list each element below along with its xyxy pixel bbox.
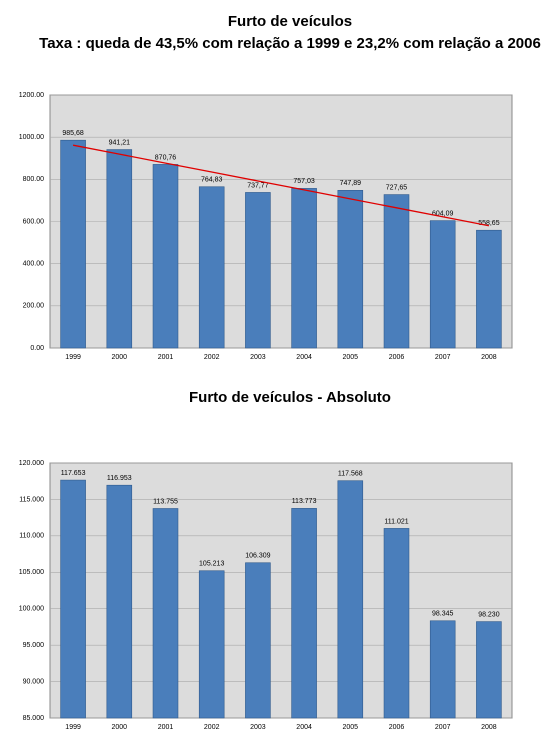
y-tick-label: 115.000 — [19, 496, 44, 503]
x-tick-label: 2000 — [112, 724, 128, 731]
x-tick-label: 2002 — [204, 354, 220, 361]
x-tick-label: 2005 — [343, 724, 359, 731]
y-tick-label: 800.00 — [23, 176, 45, 183]
data-label: 985,68 — [62, 130, 84, 137]
bar — [198, 186, 225, 349]
bar — [198, 570, 225, 719]
y-tick-label: 400.00 — [23, 261, 45, 268]
bar — [291, 188, 317, 349]
x-tick-label: 2007 — [435, 354, 451, 361]
y-tick-label: 1200.00 — [19, 92, 44, 99]
data-label: 113.755 — [153, 498, 178, 505]
y-tick-label: 105.000 — [19, 569, 44, 576]
data-label: 737,77 — [247, 182, 269, 189]
bar — [245, 562, 271, 719]
bar — [60, 479, 86, 719]
data-label: 941,21 — [109, 139, 131, 146]
bar — [152, 164, 179, 349]
x-tick-label: 2006 — [389, 724, 405, 731]
x-tick-label: 2004 — [296, 724, 312, 731]
data-label: 117.653 — [61, 470, 86, 477]
x-tick-label: 2002 — [204, 724, 220, 731]
bar — [291, 508, 317, 719]
data-label: 106.309 — [245, 553, 270, 560]
x-tick-label: 2003 — [250, 354, 266, 361]
x-tick-label: 2008 — [481, 724, 497, 731]
data-label: 111.021 — [384, 518, 408, 525]
bar — [476, 621, 502, 719]
data-label: 870,76 — [155, 154, 177, 161]
bar — [476, 229, 502, 349]
data-label: 105.213 — [199, 561, 224, 568]
x-tick-label: 2005 — [343, 354, 359, 361]
chart-title: Furto de veículos — [228, 13, 352, 30]
data-label: 727,65 — [386, 184, 408, 191]
data-label: 757,03 — [293, 178, 315, 185]
data-label: 98.230 — [478, 611, 500, 618]
x-tick-label: 2006 — [389, 354, 405, 361]
x-tick-label: 2003 — [250, 724, 266, 731]
y-tick-label: 110.000 — [19, 533, 44, 540]
data-label: 113.773 — [292, 498, 317, 505]
bar — [245, 192, 271, 349]
x-tick-label: 2000 — [112, 354, 128, 361]
x-tick-label: 1999 — [65, 724, 81, 731]
chart-subtitle: Taxa : queda de 43,5% com relação a 1999… — [39, 35, 541, 52]
y-tick-label: 95.000 — [23, 642, 45, 649]
bar — [60, 139, 86, 349]
x-tick-label: 2007 — [435, 724, 451, 731]
data-label: 604,09 — [432, 210, 454, 217]
x-tick-label: 1999 — [65, 354, 81, 361]
y-tick-label: 200.00 — [23, 303, 45, 310]
x-tick-label: 2001 — [158, 724, 174, 731]
bar — [106, 149, 133, 349]
x-tick-label: 2001 — [158, 354, 174, 361]
bar — [337, 480, 364, 719]
y-tick-label: 90.000 — [23, 678, 45, 685]
data-label: 747,89 — [340, 180, 362, 187]
chart-title: Furto de veículos - Absoluto — [189, 389, 391, 406]
bar — [383, 528, 410, 719]
y-tick-label: 85.000 — [23, 715, 45, 722]
data-label: 98.345 — [432, 611, 454, 618]
data-label: 117.568 — [338, 471, 363, 478]
bar — [152, 508, 179, 719]
y-tick-label: 120.000 — [19, 460, 44, 467]
trend-line — [72, 144, 490, 227]
x-tick-label: 2008 — [481, 354, 497, 361]
data-label: 558,65 — [478, 220, 500, 227]
bar — [429, 220, 456, 349]
y-tick-label: 0.00 — [30, 345, 44, 352]
bar — [337, 190, 364, 349]
bar — [429, 620, 456, 719]
x-tick-label: 2004 — [296, 354, 312, 361]
y-tick-label: 1000.00 — [19, 134, 44, 141]
y-tick-label: 600.00 — [23, 218, 45, 225]
y-tick-label: 100.000 — [19, 606, 44, 613]
data-label: 764,83 — [201, 177, 223, 184]
data-label: 116.953 — [107, 475, 132, 482]
bar — [383, 194, 410, 349]
bar — [106, 484, 133, 719]
